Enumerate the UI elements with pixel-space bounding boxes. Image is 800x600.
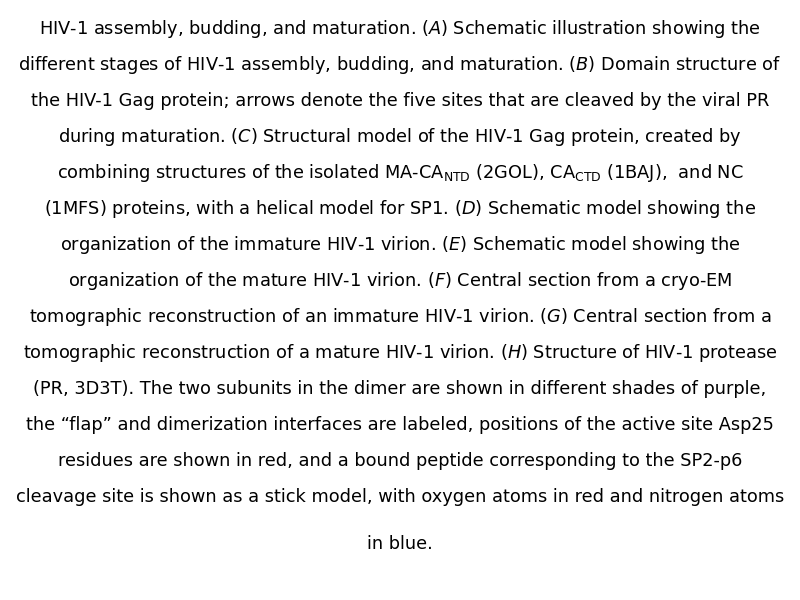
Text: (PR, 3D3T). The two subunits in the dimer are shown in different shades of purpl: (PR, 3D3T). The two subunits in the dime… [34, 380, 766, 398]
Text: cleavage site is shown as a stick model, with oxygen atoms in red and nitrogen a: cleavage site is shown as a stick model,… [16, 488, 784, 506]
Text: tomographic reconstruction of an immature HIV-1 virion. ($\mathit{G}$) Central s: tomographic reconstruction of an immatur… [29, 306, 771, 328]
Text: residues are shown in red, and a bound peptide corresponding to the SP2-p6: residues are shown in red, and a bound p… [58, 452, 742, 470]
Text: combining structures of the isolated MA-CA$_{\mathsf{NTD}}$ (2GOL), CA$_{\mathsf: combining structures of the isolated MA-… [57, 162, 743, 184]
Text: tomographic reconstruction of a mature HIV-1 virion. ($\mathit{H}$) Structure of: tomographic reconstruction of a mature H… [22, 342, 778, 364]
Text: (1MFS) proteins, with a helical model for SP1. ($\mathit{D}$) Schematic model sh: (1MFS) proteins, with a helical model fo… [44, 198, 756, 220]
Text: the HIV-1 Gag protein; arrows denote the five sites that are cleaved by the vira: the HIV-1 Gag protein; arrows denote the… [31, 92, 769, 110]
Text: different stages of HIV-1 assembly, budding, and maturation. ($\mathit{B}$) Doma: different stages of HIV-1 assembly, budd… [18, 54, 782, 76]
Text: organization of the immature HIV-1 virion. ($\mathit{E}$) Schematic model showin: organization of the immature HIV-1 virio… [59, 234, 741, 256]
Text: during maturation. ($\mathit{C}$) Structural model of the HIV-1 Gag protein, cre: during maturation. ($\mathit{C}$) Struct… [58, 126, 742, 148]
Text: HIV-1 assembly, budding, and maturation. ($\mathit{A}$) Schematic illustration s: HIV-1 assembly, budding, and maturation.… [39, 18, 761, 40]
Text: the “flap” and dimerization interfaces are labeled, positions of the active site: the “flap” and dimerization interfaces a… [26, 416, 774, 434]
Text: in blue.: in blue. [367, 535, 433, 553]
Text: organization of the mature HIV-1 virion. ($\mathit{F}$) Central section from a c: organization of the mature HIV-1 virion.… [68, 270, 732, 292]
